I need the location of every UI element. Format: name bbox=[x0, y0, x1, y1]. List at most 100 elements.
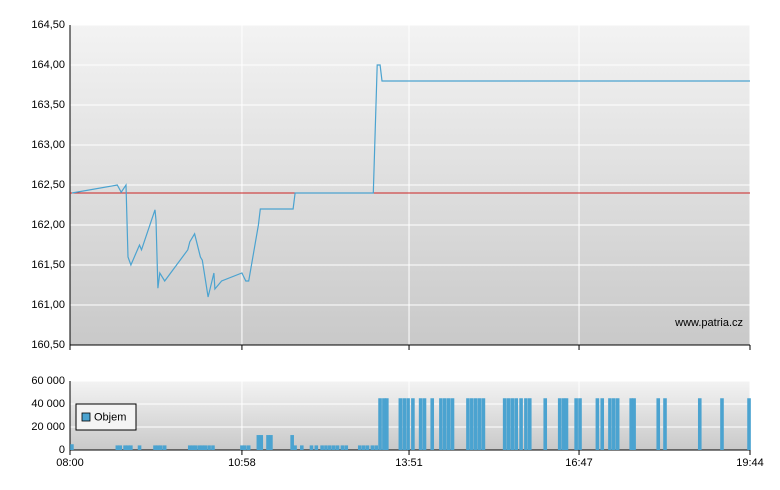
volume-bar bbox=[398, 398, 403, 450]
y-tick-label: 164,00 bbox=[31, 59, 65, 71]
y-tick-label: 163,50 bbox=[31, 99, 65, 111]
volume-bar bbox=[510, 398, 515, 450]
x-tick-label: 08:00 bbox=[56, 457, 84, 469]
volume-bar bbox=[118, 445, 123, 450]
y-tick-label: 162,50 bbox=[31, 179, 65, 191]
y-tick-label: 20 000 bbox=[31, 421, 65, 433]
x-tick-label: 10:58 bbox=[228, 457, 256, 469]
volume-bar bbox=[293, 445, 297, 450]
volume-bar bbox=[595, 398, 600, 450]
y-tick-label: 60 000 bbox=[31, 375, 65, 387]
volume-bar bbox=[243, 445, 247, 450]
volume-bar bbox=[126, 445, 130, 450]
volume-bar bbox=[365, 445, 370, 450]
volume-bar bbox=[70, 444, 74, 450]
volume-bar bbox=[663, 398, 667, 450]
y-tick-label: 163,00 bbox=[31, 139, 65, 151]
volume-bar bbox=[446, 398, 451, 450]
volume-bar bbox=[656, 398, 661, 450]
y-tick-label: 161,50 bbox=[31, 259, 65, 271]
volume-bar bbox=[450, 398, 455, 450]
volume-bar bbox=[543, 398, 548, 450]
volume-bar bbox=[442, 398, 447, 450]
volume-bar bbox=[314, 445, 319, 450]
volume-bar bbox=[193, 445, 198, 450]
volume-bar bbox=[385, 398, 389, 450]
x-tick-label: 16:47 bbox=[565, 457, 593, 469]
legend-label: Objem bbox=[94, 411, 126, 423]
y-tick-label: 161,00 bbox=[31, 299, 65, 311]
volume-bar bbox=[561, 398, 566, 450]
volume-bar bbox=[266, 435, 270, 450]
volume-bar bbox=[357, 445, 362, 450]
volume-bar bbox=[720, 398, 724, 450]
volume-bar bbox=[300, 445, 304, 450]
volume-bar bbox=[402, 398, 407, 450]
volume-bar bbox=[370, 445, 375, 450]
volume-bar bbox=[153, 445, 157, 450]
volume-bar bbox=[406, 398, 410, 450]
volume-bar bbox=[115, 445, 120, 450]
volume-bar bbox=[615, 398, 620, 450]
volume-bar bbox=[328, 445, 332, 450]
volume-bar bbox=[470, 398, 474, 450]
volume-bar bbox=[502, 398, 507, 450]
volume-bar bbox=[240, 445, 244, 450]
volume-bar bbox=[378, 398, 382, 450]
volume-bar bbox=[524, 398, 528, 450]
legend-swatch bbox=[81, 412, 91, 422]
volume-bar bbox=[156, 445, 160, 450]
volume-bar bbox=[335, 445, 340, 450]
volume-bar bbox=[324, 445, 328, 450]
volume-bar bbox=[123, 445, 127, 450]
volume-bar bbox=[320, 445, 324, 450]
y-tick-label: 160,50 bbox=[31, 339, 65, 351]
volume-bar bbox=[477, 398, 482, 450]
volume-bar bbox=[129, 445, 133, 450]
volume-bar bbox=[190, 445, 195, 450]
volume-bar bbox=[514, 398, 519, 450]
volume-bar bbox=[162, 445, 167, 450]
volume-bar bbox=[466, 398, 470, 450]
volume-bar bbox=[203, 445, 208, 450]
volume-bar bbox=[246, 445, 251, 450]
volume-bar bbox=[481, 398, 486, 450]
volume-bar bbox=[187, 445, 192, 450]
volume-plot-area bbox=[70, 381, 750, 450]
volume-bar bbox=[340, 445, 345, 450]
volume-bar bbox=[290, 435, 294, 450]
volume-bar bbox=[557, 398, 562, 450]
volume-bar bbox=[632, 398, 636, 450]
volume-bar bbox=[374, 445, 378, 450]
volume-bar bbox=[211, 445, 215, 450]
volume-bar bbox=[197, 445, 202, 450]
volume-bar bbox=[578, 398, 582, 450]
y-tick-label: 40 000 bbox=[31, 398, 65, 410]
volume-bar bbox=[207, 445, 211, 450]
volume-bar bbox=[418, 398, 423, 450]
volume-bar bbox=[747, 398, 751, 450]
volume-bar bbox=[574, 398, 578, 450]
price-line bbox=[71, 64, 750, 298]
x-tick-label: 13:51 bbox=[395, 457, 423, 469]
volume-bar bbox=[158, 445, 163, 450]
x-tick-label: 19:44 bbox=[736, 457, 764, 469]
volume-bar bbox=[629, 398, 633, 450]
volume-bar bbox=[259, 435, 264, 450]
volume-bar bbox=[608, 398, 612, 450]
volume-bar bbox=[430, 398, 435, 450]
volume-bar bbox=[600, 398, 605, 450]
volume-bar bbox=[200, 445, 205, 450]
volume-bar bbox=[506, 398, 511, 450]
volume-bar bbox=[519, 398, 523, 450]
volume-bar bbox=[612, 398, 616, 450]
volume-bar bbox=[527, 398, 532, 450]
volume-bar bbox=[439, 398, 443, 450]
volume-bar bbox=[697, 398, 702, 450]
volume-bar bbox=[344, 445, 349, 450]
watermark: www.patria.cz bbox=[674, 317, 743, 329]
volume-bar bbox=[309, 445, 314, 450]
y-tick-label: 0 bbox=[59, 444, 65, 456]
volume-bar bbox=[331, 445, 336, 450]
